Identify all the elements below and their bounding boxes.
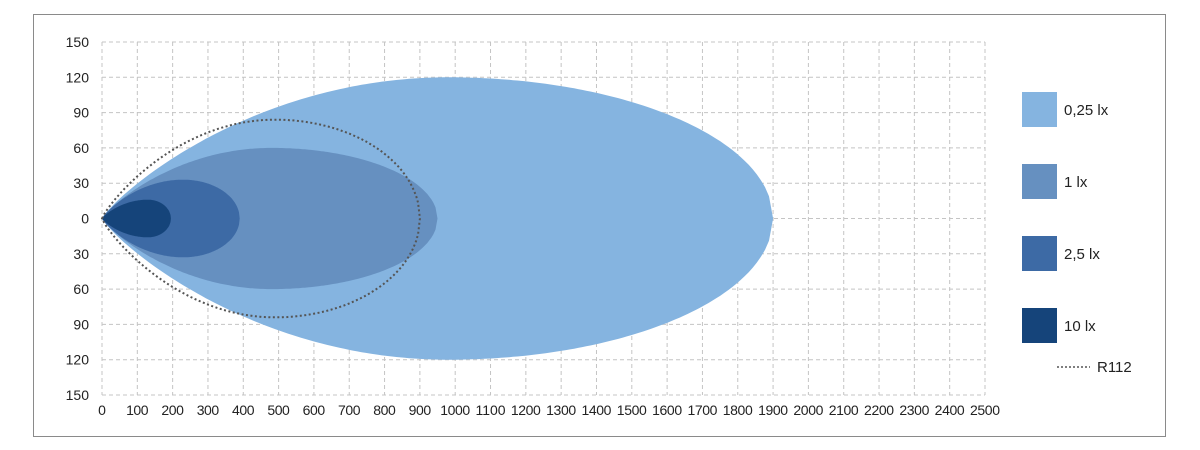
y-tick-label: 60 [73,140,89,156]
beam-area-3 [102,199,171,238]
x-tick-label: 900 [409,402,432,418]
y-tick-label: 150 [66,34,90,50]
legend-swatch [1022,236,1057,271]
x-tick-label: 2400 [935,402,965,418]
y-tick-label: 120 [66,69,90,85]
x-tick-label: 1300 [546,402,576,418]
legend-label-r112: R112 [1097,359,1132,376]
y-tick-label: 90 [73,316,89,332]
legend-swatch [1022,164,1057,199]
y-tick-label: 30 [73,175,89,191]
x-tick-label: 200 [161,402,184,418]
x-tick-label: 1500 [617,402,647,418]
legend-swatch [1022,92,1057,127]
x-axis-ticks: 0 100 200 300 400 500 600 700 800 900 1000 1100 1200… [98,402,1000,418]
x-tick-label: 1400 [581,402,611,418]
x-tick-label: 2000 [793,402,823,418]
x-tick-label: 2200 [864,402,894,418]
x-tick-label: 2500 [970,402,1000,418]
x-tick-label: 100 [126,402,149,418]
legend-label: 1 lx [1064,174,1088,191]
x-tick-label: 1600 [652,402,682,418]
x-tick-label: 2300 [899,402,929,418]
x-tick-label: 1700 [687,402,717,418]
x-tick-label: 700 [338,402,361,418]
x-tick-label: 1000 [440,402,470,418]
x-tick-label: 1200 [511,402,541,418]
x-tick-label: 400 [232,402,255,418]
y-tick-label: 60 [73,281,89,297]
y-tick-label: 0 [81,211,89,227]
x-tick-label: 500 [267,402,290,418]
y-tick-label: 30 [73,246,89,262]
x-tick-label: 600 [303,402,326,418]
x-tick-label: 0 [98,402,106,418]
y-axis-ticks: 150 120 90 60 30 0 30 60 90 120 150 [66,34,90,403]
x-tick-label: 1800 [723,402,753,418]
legend-label: 10 lx [1064,318,1096,335]
r112-outline [100,118,421,319]
x-tick-label: 1100 [476,402,506,418]
y-tick-label: 90 [73,105,89,121]
legend-swatch [1022,308,1057,343]
legend-label: 2,5 lx [1064,246,1100,263]
legend-label: 0,25 lx [1064,102,1109,119]
x-tick-label: 800 [373,402,396,418]
x-tick-label: 300 [197,402,220,418]
x-tick-label: 1900 [758,402,788,418]
y-tick-label: 150 [66,387,90,403]
beam-areas [100,77,774,360]
legend: 0,25 lx 1 lx 2,5 lx 10 lx R112 [1022,92,1132,376]
x-tick-label: 2100 [829,402,859,418]
y-tick-label: 120 [66,352,90,368]
